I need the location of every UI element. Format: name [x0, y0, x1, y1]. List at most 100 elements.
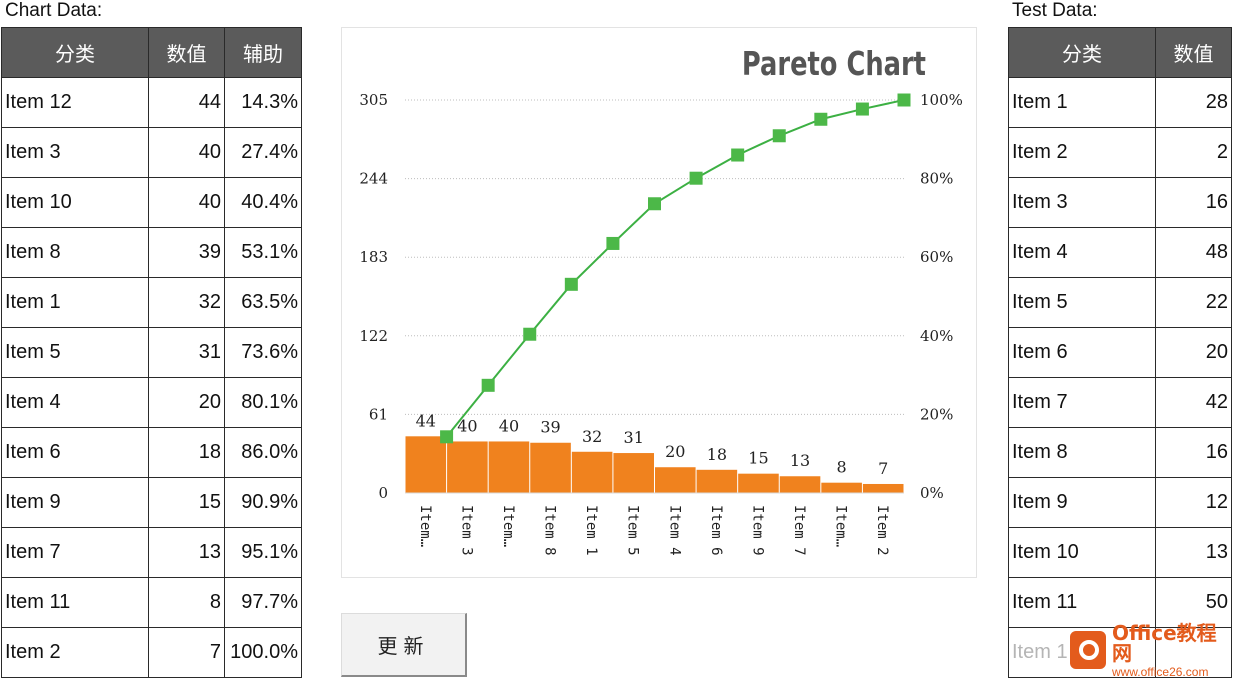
line-marker — [481, 378, 495, 392]
cell-cumulative[interactable]: 80.1% — [224, 377, 302, 428]
cell-category[interactable]: Item 4 — [1008, 227, 1156, 278]
table-row: Item 5 22 — [1008, 277, 1232, 328]
table-header-row: 分类 数值 — [1008, 27, 1232, 78]
cell-cumulative[interactable]: 53.1% — [224, 227, 302, 278]
cell-value[interactable]: 12 — [1155, 477, 1232, 528]
cell-value[interactable]: 20 — [1155, 327, 1232, 378]
table-row: Item 11 8 97.7% — [1, 577, 302, 628]
cell-category[interactable]: Item 9 — [1, 477, 149, 528]
cell-category[interactable]: Item 9 — [1008, 477, 1156, 528]
cell-value[interactable]: 13 — [148, 527, 225, 578]
cell-category[interactable]: Item 2 — [1, 627, 149, 678]
cell-category[interactable]: Item 5 — [1, 327, 149, 378]
y-tick-label: 0 — [378, 484, 388, 502]
x-tick-label: Item 8 — [542, 505, 558, 556]
cell-category[interactable]: Item 10 — [1, 177, 149, 228]
x-tick-label: Item… — [833, 505, 849, 547]
cell-value[interactable]: 7 — [148, 627, 225, 678]
cell-cumulative[interactable]: 40.4% — [224, 177, 302, 228]
cell-value[interactable]: 16 — [1155, 177, 1232, 228]
table-row: Item 4 48 — [1008, 227, 1232, 278]
chart-data-table: 分类 数值 辅助 Item 12 44 14.3% Item 3 40 27.4% Item… — [1, 27, 302, 678]
table-row: Item 6 18 86.0% — [1, 427, 302, 478]
cell-cumulative[interactable]: 97.7% — [224, 577, 302, 628]
bar-data-label: 18 — [707, 445, 727, 464]
bar — [488, 441, 530, 493]
cell-cumulative[interactable]: 63.5% — [224, 277, 302, 328]
bar — [655, 467, 696, 493]
cell-cumulative[interactable]: 14.3% — [224, 77, 302, 128]
cell-category[interactable]: Item 6 — [1, 427, 149, 478]
cell-value[interactable]: 32 — [148, 277, 225, 328]
table-row: Item 9 12 — [1008, 477, 1232, 528]
bar-data-label: 44 — [416, 411, 436, 430]
y-tick-label: 244 — [359, 170, 388, 188]
cell-category[interactable]: Item 8 — [1008, 427, 1156, 478]
cell-category[interactable]: Item 10 — [1008, 527, 1156, 578]
cell-category[interactable]: Item 1 — [1, 277, 149, 328]
cell-category[interactable]: Item 11 — [1, 577, 149, 628]
bar — [738, 473, 779, 493]
cell-value[interactable]: 13 — [1155, 527, 1232, 578]
cell-category[interactable]: Item 11 — [1008, 577, 1156, 628]
header-category: 分类 — [1, 27, 149, 78]
y2-tick-label: 40% — [920, 327, 953, 345]
table-row: Item 10 13 — [1008, 527, 1232, 578]
cell-value[interactable]: 22 — [1155, 277, 1232, 328]
cell-cumulative[interactable]: 86.0% — [224, 427, 302, 478]
cell-value[interactable] — [1155, 627, 1232, 678]
cell-value[interactable]: 8 — [148, 577, 225, 628]
cell-category[interactable]: Item 3 — [1, 127, 149, 178]
y-tick-label: 183 — [359, 248, 388, 266]
cell-value[interactable]: 18 — [148, 427, 225, 478]
y2-tick-label: 80% — [920, 170, 953, 188]
y2-tick-label: 100% — [920, 91, 963, 109]
cell-cumulative[interactable]: 73.6% — [224, 327, 302, 378]
table-row: Item 8 16 — [1008, 427, 1232, 478]
cell-category[interactable]: Item 12 — [1, 77, 149, 128]
update-button[interactable]: 更新 — [341, 613, 467, 677]
cell-cumulative[interactable]: 95.1% — [224, 527, 302, 578]
cell-category[interactable]: Item 1 — [1008, 77, 1156, 128]
header-helper: 辅助 — [224, 27, 302, 78]
cell-category[interactable]: Item 6 — [1008, 327, 1156, 378]
cell-value[interactable]: 42 — [1155, 377, 1232, 428]
cell-value[interactable]: 44 — [148, 77, 225, 128]
test-data-table: 分类 数值 Item 1 28 Item 2 2 Item 3 16 Item 4 48 Ite… — [1008, 27, 1232, 678]
cell-cumulative[interactable]: 27.4% — [224, 127, 302, 178]
cell-value[interactable]: 16 — [1155, 427, 1232, 478]
cell-category[interactable]: Item 7 — [1, 527, 149, 578]
table-row: Item 9 15 90.9% — [1, 477, 302, 528]
cell-category[interactable]: Item 3 — [1008, 177, 1156, 228]
y-tick-label: 61 — [369, 405, 388, 423]
bar-data-label: 20 — [665, 442, 685, 461]
cell-value[interactable]: 39 — [148, 227, 225, 278]
table-row: Item 6 20 — [1008, 327, 1232, 378]
x-tick-label: Item 5 — [625, 505, 641, 556]
cell-category[interactable]: Item 7 — [1008, 377, 1156, 428]
line-marker — [689, 171, 703, 185]
cell-cumulative[interactable]: 100.0% — [224, 627, 302, 678]
cell-value[interactable]: 15 — [148, 477, 225, 528]
table-row: Item 8 39 53.1% — [1, 227, 302, 278]
cell-value[interactable]: 40 — [148, 127, 225, 178]
table-row: Item 7 42 — [1008, 377, 1232, 428]
cell-value[interactable]: 28 — [1155, 77, 1232, 128]
cell-cumulative[interactable]: 90.9% — [224, 477, 302, 528]
table-row: Item 4 20 80.1% — [1, 377, 302, 428]
cell-value[interactable]: 20 — [148, 377, 225, 428]
x-tick-label: Item 3 — [458, 505, 474, 556]
cell-value[interactable]: 48 — [1155, 227, 1232, 278]
cell-value[interactable]: 50 — [1155, 577, 1232, 628]
cell-category[interactable]: Item 4 — [1, 377, 149, 428]
cell-category[interactable]: Item 5 — [1008, 277, 1156, 328]
cell-value[interactable]: 40 — [148, 177, 225, 228]
chart-svg: Pareto Chart0611221832443050%20%40%60%80… — [359, 45, 963, 556]
y2-tick-label: 20% — [920, 405, 953, 423]
cell-value[interactable]: 2 — [1155, 127, 1232, 178]
cell-value[interactable]: 31 — [148, 327, 225, 378]
cell-category[interactable]: Item 8 — [1, 227, 149, 278]
table-row: Item 3 16 — [1008, 177, 1232, 228]
cumulative-line — [445, 99, 905, 438]
cell-category[interactable]: Item 2 — [1008, 127, 1156, 178]
